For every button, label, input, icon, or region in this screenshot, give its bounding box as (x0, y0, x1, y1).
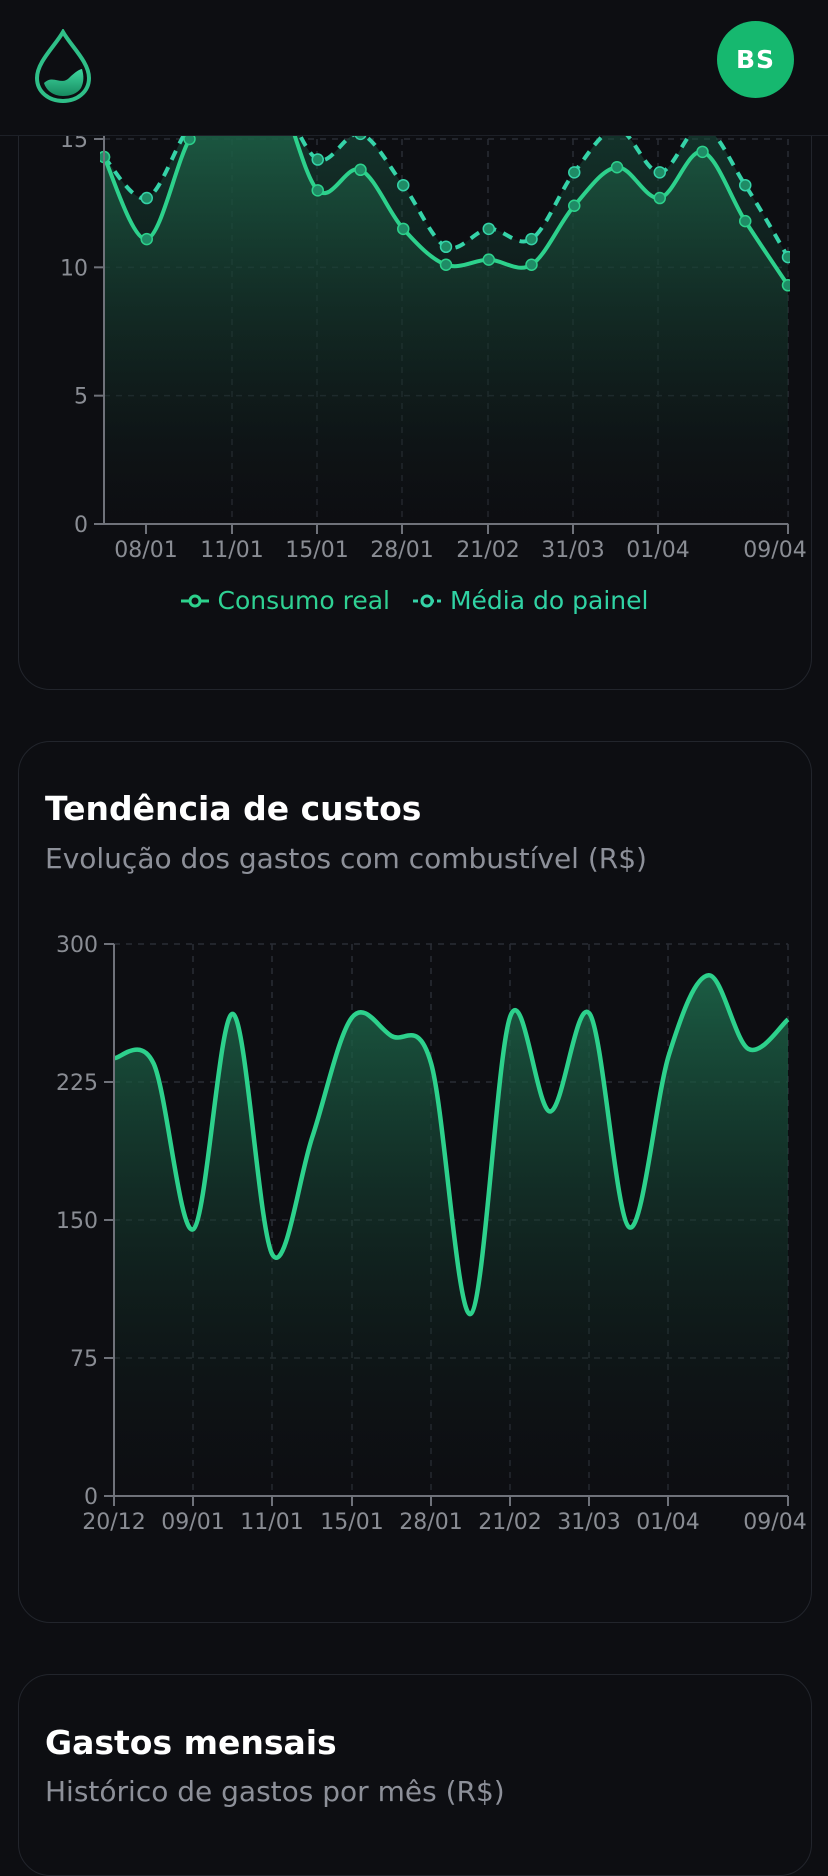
x-tick-label: 28/01 (399, 1510, 462, 1535)
x-tick-label: 28/01 (370, 538, 433, 563)
legend-label: Média do painel (449, 586, 649, 615)
y-tick-label: 225 (56, 1071, 98, 1096)
data-point (354, 136, 367, 141)
data-point (739, 178, 752, 192)
x-tick-label: 21/02 (478, 1510, 541, 1535)
data-point (140, 232, 153, 246)
card-subtitle: Evolução dos gastos com combustível (R$) (45, 842, 647, 875)
data-point (525, 232, 538, 246)
data-point (653, 191, 666, 205)
card-title: Tendência de custos (45, 789, 422, 828)
data-point (525, 258, 538, 272)
x-tick-label: 09/04 (743, 538, 806, 563)
x-tick-label: 01/04 (626, 538, 689, 563)
y-tick-label: 0 (74, 513, 88, 538)
y-tick-label: 0 (84, 1485, 98, 1510)
data-point (183, 136, 196, 146)
x-tick-label: 15/01 (285, 538, 348, 563)
x-tick-label: 21/02 (456, 538, 519, 563)
data-point (568, 199, 581, 212)
data-point (781, 279, 790, 292)
data-point (397, 178, 410, 192)
data-point (739, 214, 752, 228)
data-point (140, 191, 153, 205)
data-point (354, 163, 367, 177)
data-point (781, 250, 790, 264)
y-tick-label: 5 (74, 385, 88, 410)
x-tick-label: 11/01 (240, 1510, 303, 1535)
y-tick-label: 300 (56, 933, 98, 958)
series-line-consumo-real (102, 136, 790, 287)
data-point (696, 145, 709, 159)
line-marker-icon (180, 594, 209, 607)
consumption-legend: Consumo real Média do painel (0, 586, 828, 615)
data-point (311, 184, 324, 197)
x-tick-label: 11/01 (200, 538, 263, 563)
x-tick-label: 15/01 (320, 1510, 383, 1535)
x-tick-label: 31/03 (541, 538, 604, 563)
data-point (439, 258, 453, 272)
series-area (104, 136, 788, 524)
monthly-spend-card: Gastos mensais Histórico de gastos por m… (18, 1674, 812, 1876)
data-point (568, 166, 581, 179)
data-point (482, 253, 495, 266)
data-point (397, 222, 410, 236)
data-point (439, 240, 453, 254)
data-point (610, 160, 624, 174)
cost-trend-chart: 0 75 150 225 300 20/12 09/01 11/01 15/01 28/01 21/… (56, 933, 807, 1535)
y-tick-label: 75 (70, 1347, 98, 1372)
legend-label: Consumo real (217, 586, 390, 615)
y-tick-label: 10 (60, 256, 88, 281)
card-title: Gastos mensais (45, 1723, 337, 1762)
data-point (653, 166, 666, 179)
water-drop-icon[interactable] (33, 27, 93, 105)
app-header: BS (0, 0, 828, 136)
data-point (311, 153, 324, 166)
dashed-line-marker-icon (412, 594, 441, 607)
x-tick-label: 08/01 (114, 538, 177, 563)
x-tick-label: 31/03 (557, 1510, 620, 1535)
legend-item-consumo-real[interactable]: Consumo real (180, 586, 390, 615)
y-tick-label: 150 (56, 1209, 98, 1234)
x-tick-label: 09/01 (161, 1510, 224, 1535)
cost-line (113, 973, 790, 1317)
user-avatar[interactable]: BS (717, 21, 794, 98)
x-tick-label: 01/04 (636, 1510, 699, 1535)
x-tick-label: 20/12 (82, 1510, 145, 1535)
x-tick-label: 09/04 (743, 1510, 806, 1535)
legend-item-media-painel[interactable]: Média do painel (412, 586, 648, 615)
cost-area (114, 975, 788, 1496)
data-point (482, 222, 495, 236)
